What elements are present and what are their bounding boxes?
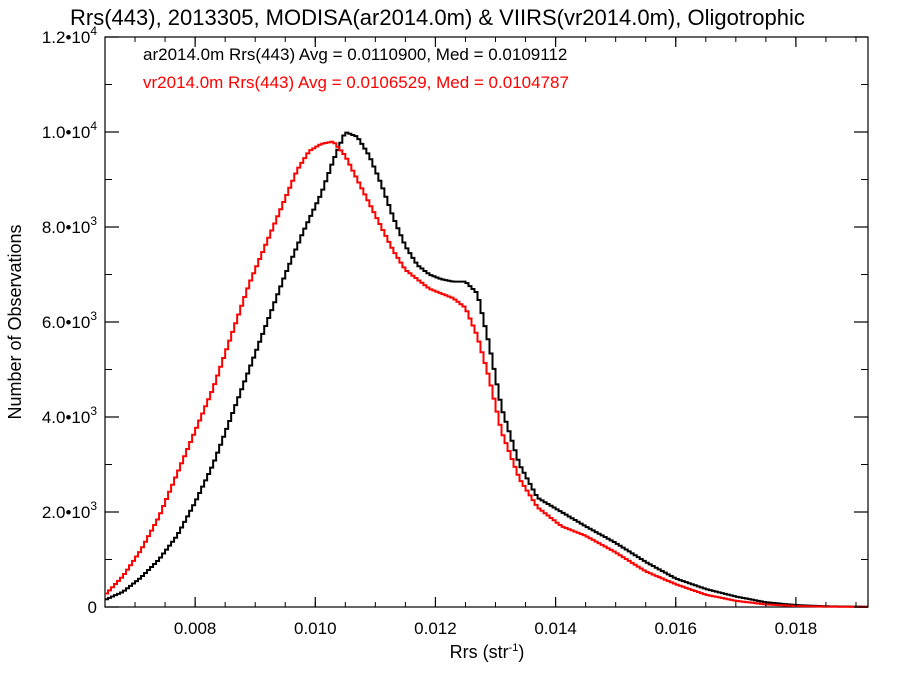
x-tick-label: 0.010 <box>294 619 337 638</box>
series-1-histogram <box>105 131 868 608</box>
y-tick-label: 6.0•103 <box>42 309 98 332</box>
tick-layer: 0.008 0.010 0.012 0.014 0.016 0.018 0 2.0•103 4.… <box>42 24 868 638</box>
y-tick-label: 8.0•103 <box>42 214 98 237</box>
x-axis-label: Rrs (str-1) <box>450 642 525 662</box>
y-tick-label: 1.2•104 <box>42 24 98 47</box>
y-tick-label: 1.0•104 <box>42 119 98 142</box>
y-tick-label: 4.0•103 <box>42 404 98 427</box>
stats-annotation-2: vr2014.0m Rrs(443) Avg = 0.0106529, Med … <box>143 73 569 92</box>
y-axis-label: Number of Observations <box>5 224 25 419</box>
y-tick-label: 0 <box>88 598 97 617</box>
x-tick-label: 0.018 <box>775 619 818 638</box>
plot-frame <box>104 36 869 608</box>
series-layer <box>105 131 868 608</box>
x-tick-label: 0.014 <box>534 619 577 638</box>
stats-annotation-1: ar2014.0m Rrs(443) Avg = 0.0110900, Med … <box>143 45 567 64</box>
chart-title: Rrs(443), 2013305, MODISA(ar2014.0m) & V… <box>70 5 805 30</box>
x-tick-label: 0.012 <box>414 619 457 638</box>
y-tick-label: 2.0•103 <box>42 499 98 522</box>
annotation-layer: ar2014.0m Rrs(443) Avg = 0.0110900, Med … <box>143 45 569 92</box>
x-tick-label: 0.008 <box>174 619 217 638</box>
x-tick-label: 0.016 <box>654 619 697 638</box>
series-2-histogram <box>105 140 868 608</box>
